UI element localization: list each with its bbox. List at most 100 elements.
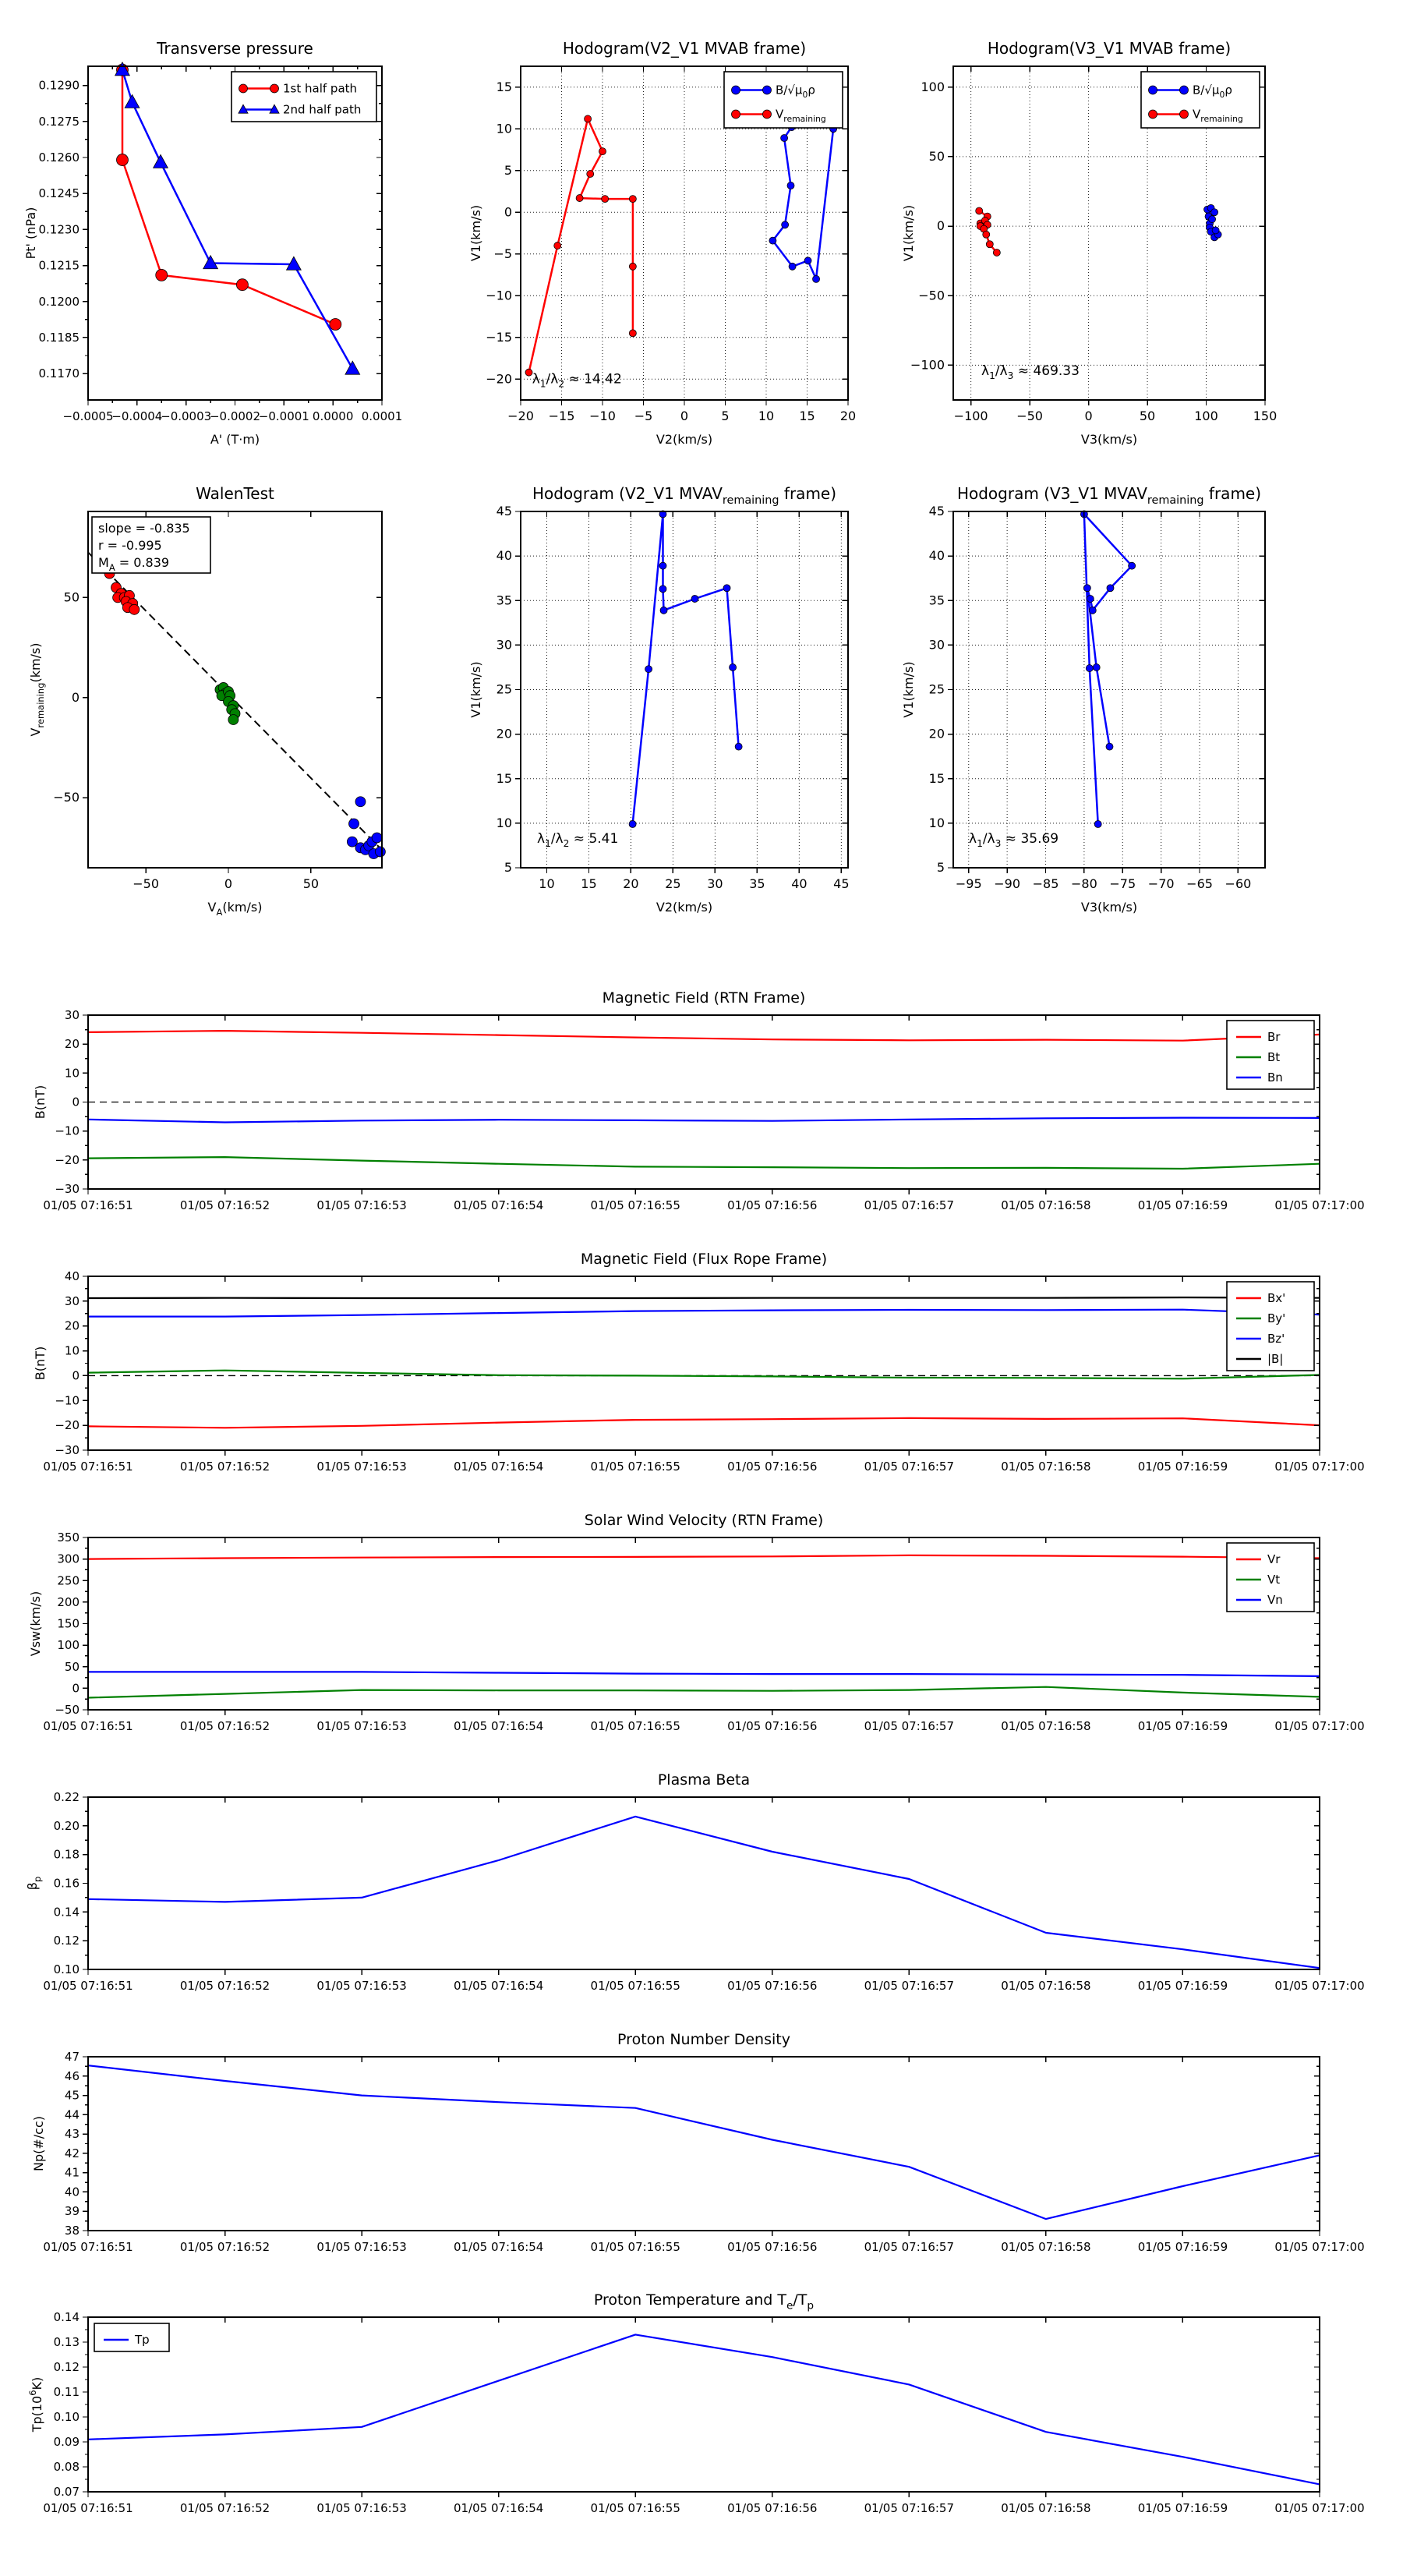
x-tick-label: 01/05 07:16:51 bbox=[43, 1719, 133, 1733]
y-tick-label: 0.20 bbox=[54, 1819, 80, 1833]
panel-hodogram-v2v1-mvab: −20 −15 −10 −5 0 5 10 15 20 −20 −15 −10 −5 0 5 10 15 Hodo… bbox=[468, 39, 856, 447]
panel-hodogram-v3v1-mvab: −100 −50 0 50 100 150 −100 −50 0 50 100 Hodogram(V3… bbox=[901, 39, 1277, 447]
y-tick-label: 0.1215 bbox=[39, 259, 80, 273]
series-V2-V1 path bbox=[628, 510, 743, 828]
y-tick-label: 0.22 bbox=[54, 1790, 80, 1804]
data-point bbox=[628, 262, 637, 271]
x-tick-label: 01/05 07:16:58 bbox=[1001, 1460, 1090, 1474]
panel-proton-temperature: 01/05 07:16:51 01/05 07:16:52 01/05 07:16:… bbox=[27, 2291, 1365, 2515]
series-line bbox=[772, 108, 835, 281]
x-tick-label: 0 bbox=[224, 876, 232, 891]
series-Tp bbox=[87, 2334, 1320, 2486]
y-tick-label: −30 bbox=[55, 1443, 80, 1457]
axes-frame bbox=[952, 65, 1266, 401]
y-tick-label: 5 bbox=[504, 860, 512, 875]
data-point bbox=[203, 254, 219, 270]
legend-marker bbox=[762, 85, 772, 95]
legend: 1st half path 2nd half path bbox=[231, 71, 377, 122]
y-tick-label: 0.18 bbox=[54, 1848, 80, 1862]
ticks bbox=[515, 511, 848, 873]
data-point bbox=[152, 154, 169, 168]
data-point bbox=[586, 170, 595, 178]
x-tick-label: 01/05 07:16:54 bbox=[454, 1719, 543, 1733]
x-tick-label: 01/05 07:16:57 bbox=[864, 2240, 954, 2254]
x-tick-label: 01/05 07:16:52 bbox=[180, 1460, 270, 1474]
series-line bbox=[528, 118, 634, 373]
y-axis-label: Pt' (nPa) bbox=[23, 207, 38, 260]
x-tick-label: 25 bbox=[665, 876, 680, 891]
x-tick-label: 01/05 07:17:00 bbox=[1274, 2240, 1364, 2254]
x-tick-label: −0.0001 bbox=[259, 409, 309, 423]
y-tick-label: 15 bbox=[497, 771, 512, 786]
legend-label: |B| bbox=[1267, 1352, 1283, 1366]
y-tick-label: 0.13 bbox=[54, 2335, 80, 2349]
x-tick-label: −60 bbox=[1225, 876, 1252, 891]
data-point bbox=[114, 62, 131, 76]
ticks bbox=[515, 66, 849, 405]
x-tick-label: −15 bbox=[549, 409, 575, 423]
series-line bbox=[87, 1554, 1320, 1560]
y-tick-label: 47 bbox=[65, 2050, 80, 2064]
y-tick-label: 100 bbox=[921, 80, 945, 94]
data-point bbox=[975, 207, 984, 215]
data-point bbox=[1092, 663, 1101, 671]
panel-hodogram-v3v1-mvav: −95 −90 −85 −80 −75 −70 −65 −60 5 10 15 20 25 30 35 40 4… bbox=[901, 484, 1266, 915]
x-tick-label: −70 bbox=[1148, 876, 1175, 891]
ticks bbox=[948, 511, 1265, 873]
data-point bbox=[691, 595, 699, 603]
legend-label: Bt bbox=[1267, 1050, 1280, 1064]
x-tick-label: 01/05 07:16:55 bbox=[591, 1719, 680, 1733]
stats-box bbox=[91, 516, 211, 574]
y-axis-label: Vsw(km/s) bbox=[28, 1591, 43, 1656]
y-tick-label: 40 bbox=[497, 548, 512, 563]
y-tick-label: 0.10 bbox=[54, 1962, 80, 1976]
y-tick-label: 40 bbox=[65, 2185, 80, 2199]
y-axis-label: Np(#/cc) bbox=[31, 2116, 46, 2171]
legend-marker bbox=[239, 83, 248, 94]
x-tick-label: −85 bbox=[1033, 876, 1059, 891]
y-tick-label: 0 bbox=[937, 218, 945, 233]
y-tick-label: 5 bbox=[504, 163, 512, 178]
y-tick-label: 0.09 bbox=[54, 2435, 80, 2449]
x-tick-label: 01/05 07:16:55 bbox=[591, 2240, 680, 2254]
plot-background bbox=[88, 2317, 1320, 2492]
legend-label: 1st half path bbox=[283, 82, 357, 96]
x-tick-label: −80 bbox=[1071, 876, 1097, 891]
y-tick-label: −10 bbox=[55, 1393, 80, 1407]
x-tick-label: −0.0005 bbox=[62, 409, 113, 423]
y-tick-label: −50 bbox=[53, 790, 80, 805]
x-tick-label: 01/05 07:16:51 bbox=[43, 2501, 133, 2515]
y-tick-label: 20 bbox=[497, 727, 512, 741]
data-point bbox=[348, 818, 359, 830]
y-tick-label: −5 bbox=[493, 246, 512, 261]
data-point bbox=[1088, 606, 1097, 614]
stats-textbox: slope = -0.835 r = -0.995 MA = 0.839 bbox=[91, 516, 211, 574]
y-tick-label: 10 bbox=[497, 121, 512, 136]
legend-marker bbox=[1148, 85, 1157, 95]
x-tick-label: 01/05 07:16:53 bbox=[316, 1460, 406, 1474]
y-tick-label: 42 bbox=[65, 2146, 80, 2160]
series-line bbox=[87, 2334, 1320, 2486]
y-tick-label: 45 bbox=[497, 504, 512, 518]
y-tick-label: −50 bbox=[55, 1703, 80, 1717]
data-point bbox=[723, 584, 731, 593]
series-By' bbox=[87, 1369, 1320, 1380]
y-tick-label: −10 bbox=[486, 288, 512, 303]
stats-line: slope = -0.835 bbox=[98, 521, 190, 536]
data-point bbox=[599, 147, 606, 156]
series-line bbox=[631, 513, 740, 825]
x-tick-label: 01/05 07:16:51 bbox=[43, 1460, 133, 1474]
x-tick-label: 50 bbox=[303, 876, 319, 891]
y-tick-label: −10 bbox=[55, 1124, 80, 1138]
data-point bbox=[1208, 215, 1216, 224]
legend-box bbox=[231, 71, 377, 122]
data-point bbox=[228, 714, 239, 725]
panel-title: Hodogram(V3_V1 MVAB frame) bbox=[988, 39, 1231, 58]
data-point bbox=[659, 585, 667, 593]
series-Vt bbox=[87, 1686, 1320, 1699]
data-point bbox=[1106, 584, 1115, 593]
data-point bbox=[329, 318, 342, 331]
legend-label: Vremaining​ bbox=[1193, 108, 1243, 125]
x-tick-label: 01/05 07:16:52 bbox=[180, 1979, 270, 1993]
x-tick-label: 01/05 07:17:00 bbox=[1274, 2501, 1364, 2515]
